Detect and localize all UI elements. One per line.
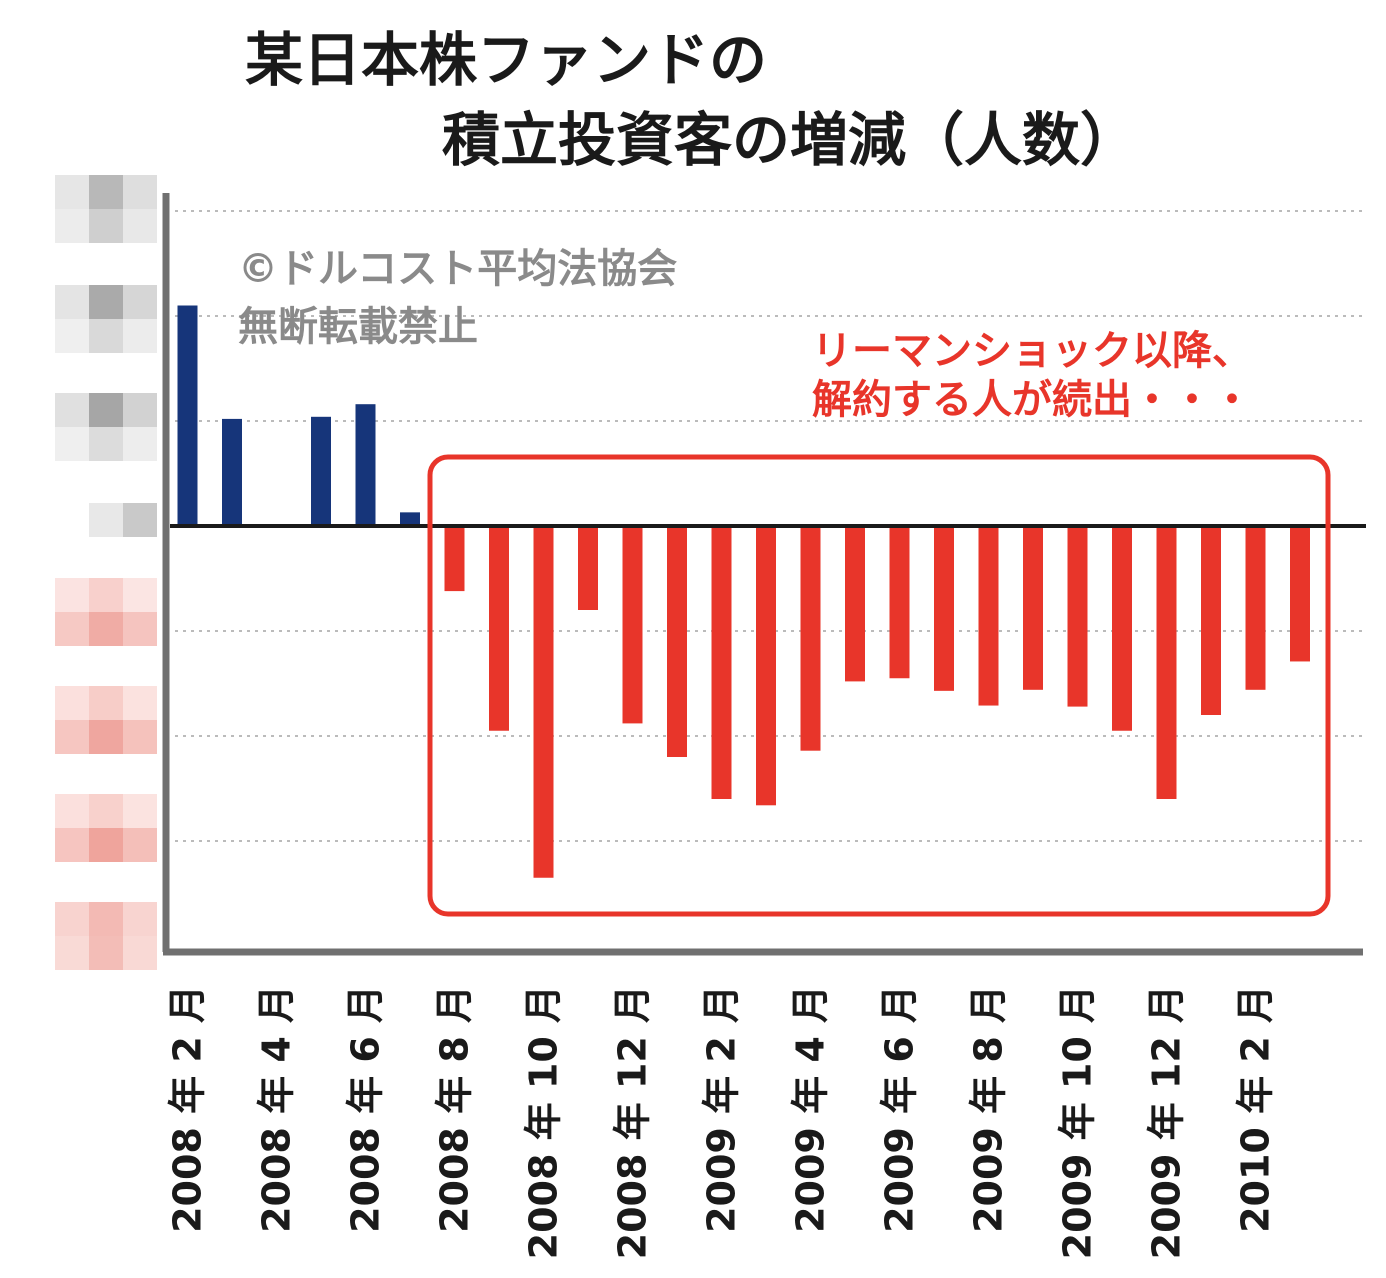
x-tick-label: 2008 年 12 月 bbox=[611, 985, 655, 1259]
bar bbox=[1201, 526, 1221, 715]
x-tick-label: 2008 年 6 月 bbox=[344, 985, 388, 1233]
watermark-line-1: ©ドルコスト平均法協会 bbox=[238, 246, 677, 292]
bar bbox=[177, 305, 198, 526]
highlight-box bbox=[427, 454, 1331, 917]
x-tick-labels: 2008 年 2 月 2008 年 4 月 2008 年 6 月 2008 年 8 月… bbox=[166, 985, 1278, 1259]
x-tick-label: 2009 年 12 月 bbox=[1145, 985, 1189, 1259]
bar bbox=[444, 526, 465, 592]
bar bbox=[978, 526, 999, 706]
bar bbox=[400, 512, 420, 526]
bar bbox=[1112, 526, 1132, 731]
x-tick-label: 2009 年 6 月 bbox=[878, 985, 922, 1233]
x-tick-label: 2010 年 2 月 bbox=[1234, 985, 1278, 1233]
x-tick-label: 2009 年 8 月 bbox=[967, 985, 1011, 1233]
bar bbox=[889, 526, 910, 679]
bar bbox=[533, 526, 554, 878]
x-tick-label: 2008 年 4 月 bbox=[255, 985, 299, 1233]
annotation-line-1: リーマンショック以降、 bbox=[812, 328, 1252, 374]
bar bbox=[489, 526, 509, 731]
x-tick-label: 2008 年 2 月 bbox=[166, 985, 210, 1233]
bar bbox=[756, 526, 776, 806]
blurred-y-axis-labels bbox=[55, 175, 157, 970]
bar bbox=[1245, 526, 1266, 690]
bar bbox=[222, 418, 242, 526]
bar bbox=[800, 526, 821, 751]
x-tick-label: 2009 年 4 月 bbox=[789, 985, 833, 1233]
bar bbox=[1023, 526, 1043, 690]
bar bbox=[311, 416, 331, 526]
bar bbox=[355, 404, 376, 526]
x-tick-label: 2009 年 10 月 bbox=[1056, 985, 1100, 1259]
watermark-line-2: 無断転載禁止 bbox=[238, 304, 478, 350]
bar bbox=[1067, 526, 1088, 707]
bar bbox=[622, 526, 643, 724]
bar bbox=[711, 526, 732, 799]
bar bbox=[934, 526, 954, 691]
x-tick-label: 2008 年 8 月 bbox=[433, 985, 477, 1233]
annotation-line-2: 解約する人が続出・・・ bbox=[812, 377, 1252, 423]
bar bbox=[578, 526, 598, 610]
chart-title-line-1: 某日本株ファンドの bbox=[245, 26, 767, 94]
x-tick-label: 2008 年 10 月 bbox=[522, 985, 566, 1259]
x-tick-label: 2009 年 2 月 bbox=[700, 985, 744, 1233]
bars bbox=[177, 305, 1310, 878]
chart-title-line-2: 積立投資客の増減（人数） bbox=[442, 106, 1138, 174]
bar bbox=[845, 526, 865, 682]
bar bbox=[1290, 526, 1310, 662]
bar bbox=[667, 526, 687, 757]
bar bbox=[1156, 526, 1177, 799]
